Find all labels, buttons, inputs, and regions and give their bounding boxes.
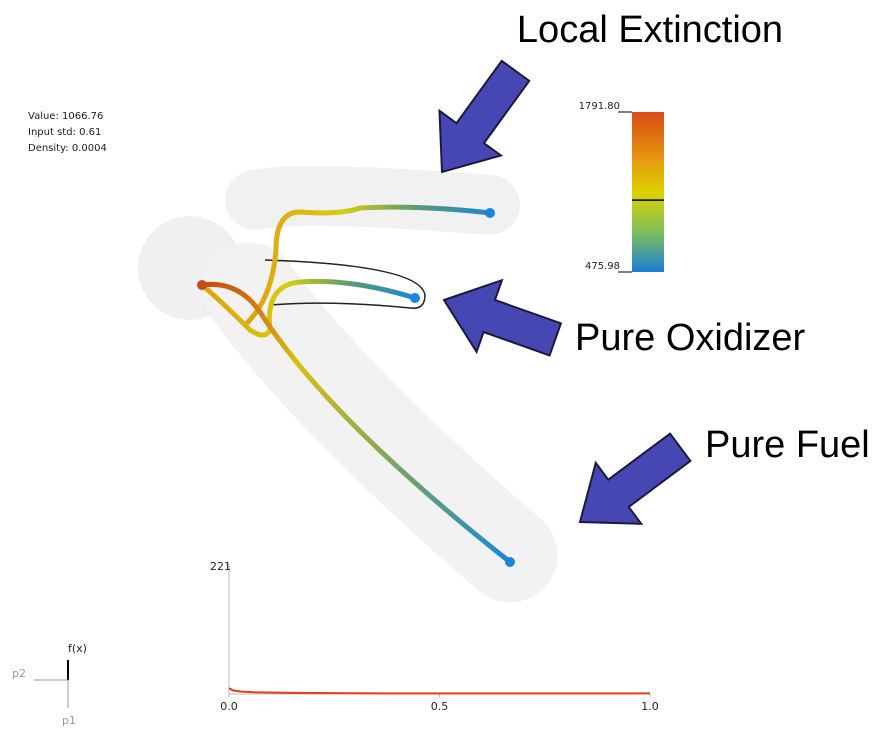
info-text: Input std: 0.61 bbox=[28, 127, 101, 138]
tick-label: 221 bbox=[210, 560, 231, 573]
annotation: Pure Oxidizer bbox=[575, 317, 806, 359]
tick-label: 0.5 bbox=[431, 700, 449, 713]
endpoint bbox=[410, 293, 420, 303]
arrow bbox=[438, 59, 531, 174]
arrow bbox=[442, 278, 563, 357]
endpoint bbox=[197, 280, 207, 290]
info-text: Density: 0.0004 bbox=[28, 143, 107, 154]
outline bbox=[264, 259, 426, 309]
tick-label: 0.0 bbox=[220, 700, 238, 713]
axis-label: f(x) bbox=[68, 642, 87, 655]
annotation: Local Extinction bbox=[517, 9, 783, 51]
histogram-line bbox=[228, 687, 650, 695]
axis-label: p2 bbox=[12, 667, 26, 680]
trajectory bbox=[243, 204, 491, 327]
colorbar bbox=[632, 112, 664, 272]
tick-label: 1791.80 bbox=[579, 101, 620, 112]
tick-label: 475.98 bbox=[585, 261, 620, 272]
geometry bbox=[138, 166, 558, 603]
info-text: Value: 1066.76 bbox=[28, 111, 103, 122]
annotation: Pure Fuel bbox=[705, 424, 870, 466]
endpoint bbox=[485, 208, 495, 218]
arrow bbox=[578, 432, 692, 525]
axis-label: p1 bbox=[62, 714, 76, 727]
tick-label: 1.0 bbox=[641, 700, 659, 713]
trajectory bbox=[201, 281, 512, 564]
endpoint bbox=[505, 557, 515, 567]
